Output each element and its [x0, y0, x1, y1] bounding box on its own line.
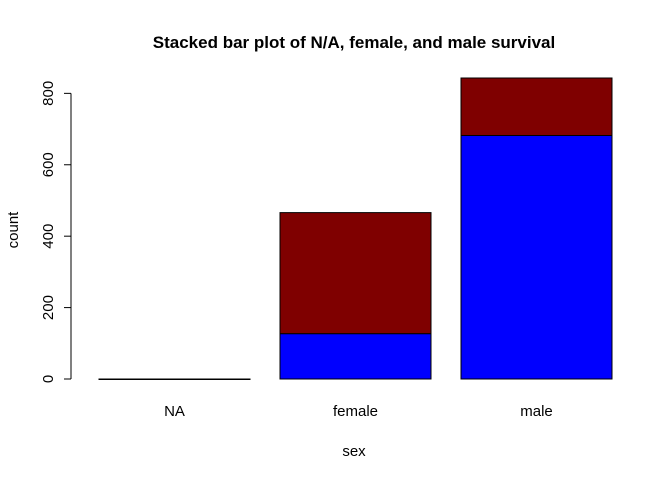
- x-axis-label: sex: [342, 443, 366, 460]
- y-axis-label: count: [5, 211, 22, 249]
- y-tick-label: 800: [40, 81, 57, 106]
- bar-male-segment-2: [460, 77, 613, 136]
- y-tick-label: 400: [40, 224, 57, 249]
- bar-male-segment-1: [460, 134, 613, 380]
- bar-na-segment-2: [98, 378, 251, 380]
- x-tick-label: NA: [164, 403, 185, 420]
- bar-female-segment-1: [279, 333, 432, 380]
- bars-group: [98, 77, 613, 380]
- x-tick-label: male: [520, 403, 553, 420]
- y-tick-label: 600: [40, 152, 57, 177]
- y-tick-label: 0: [40, 375, 57, 383]
- x-tick-labels: NA female male: [164, 403, 553, 420]
- y-tick-label: 200: [40, 295, 57, 320]
- bar-female-segment-2: [279, 212, 432, 335]
- chart-title: Stacked bar plot of N/A, female, and mal…: [153, 33, 555, 52]
- y-axis: 0 200 400 600 800: [40, 81, 72, 383]
- x-tick-label: female: [333, 403, 378, 420]
